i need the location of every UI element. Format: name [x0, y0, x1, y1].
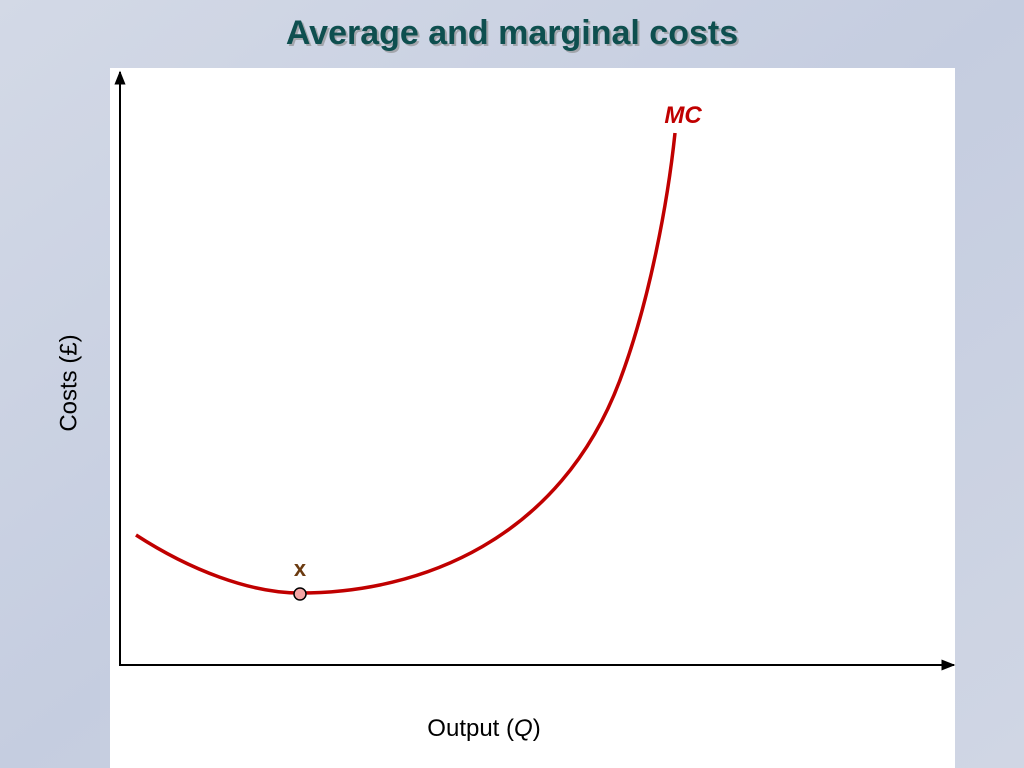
title: Average and marginal costs: [286, 14, 738, 52]
curve-label: MC: [664, 102, 702, 129]
title-shadow: Average and marginal costs: [288, 16, 740, 54]
point-label: x: [294, 556, 307, 581]
point-marker: [293, 587, 307, 601]
x-axis-label-part: Output (: [427, 715, 514, 742]
chart-panel: [110, 68, 955, 768]
x-axis-label: Output (Q): [427, 715, 540, 742]
mc-curve: [135, 132, 677, 595]
y-axis-label: Costs (£): [55, 334, 82, 431]
x-axis-label-part: ): [533, 715, 541, 742]
x-axis-label-part: Q: [514, 715, 533, 742]
